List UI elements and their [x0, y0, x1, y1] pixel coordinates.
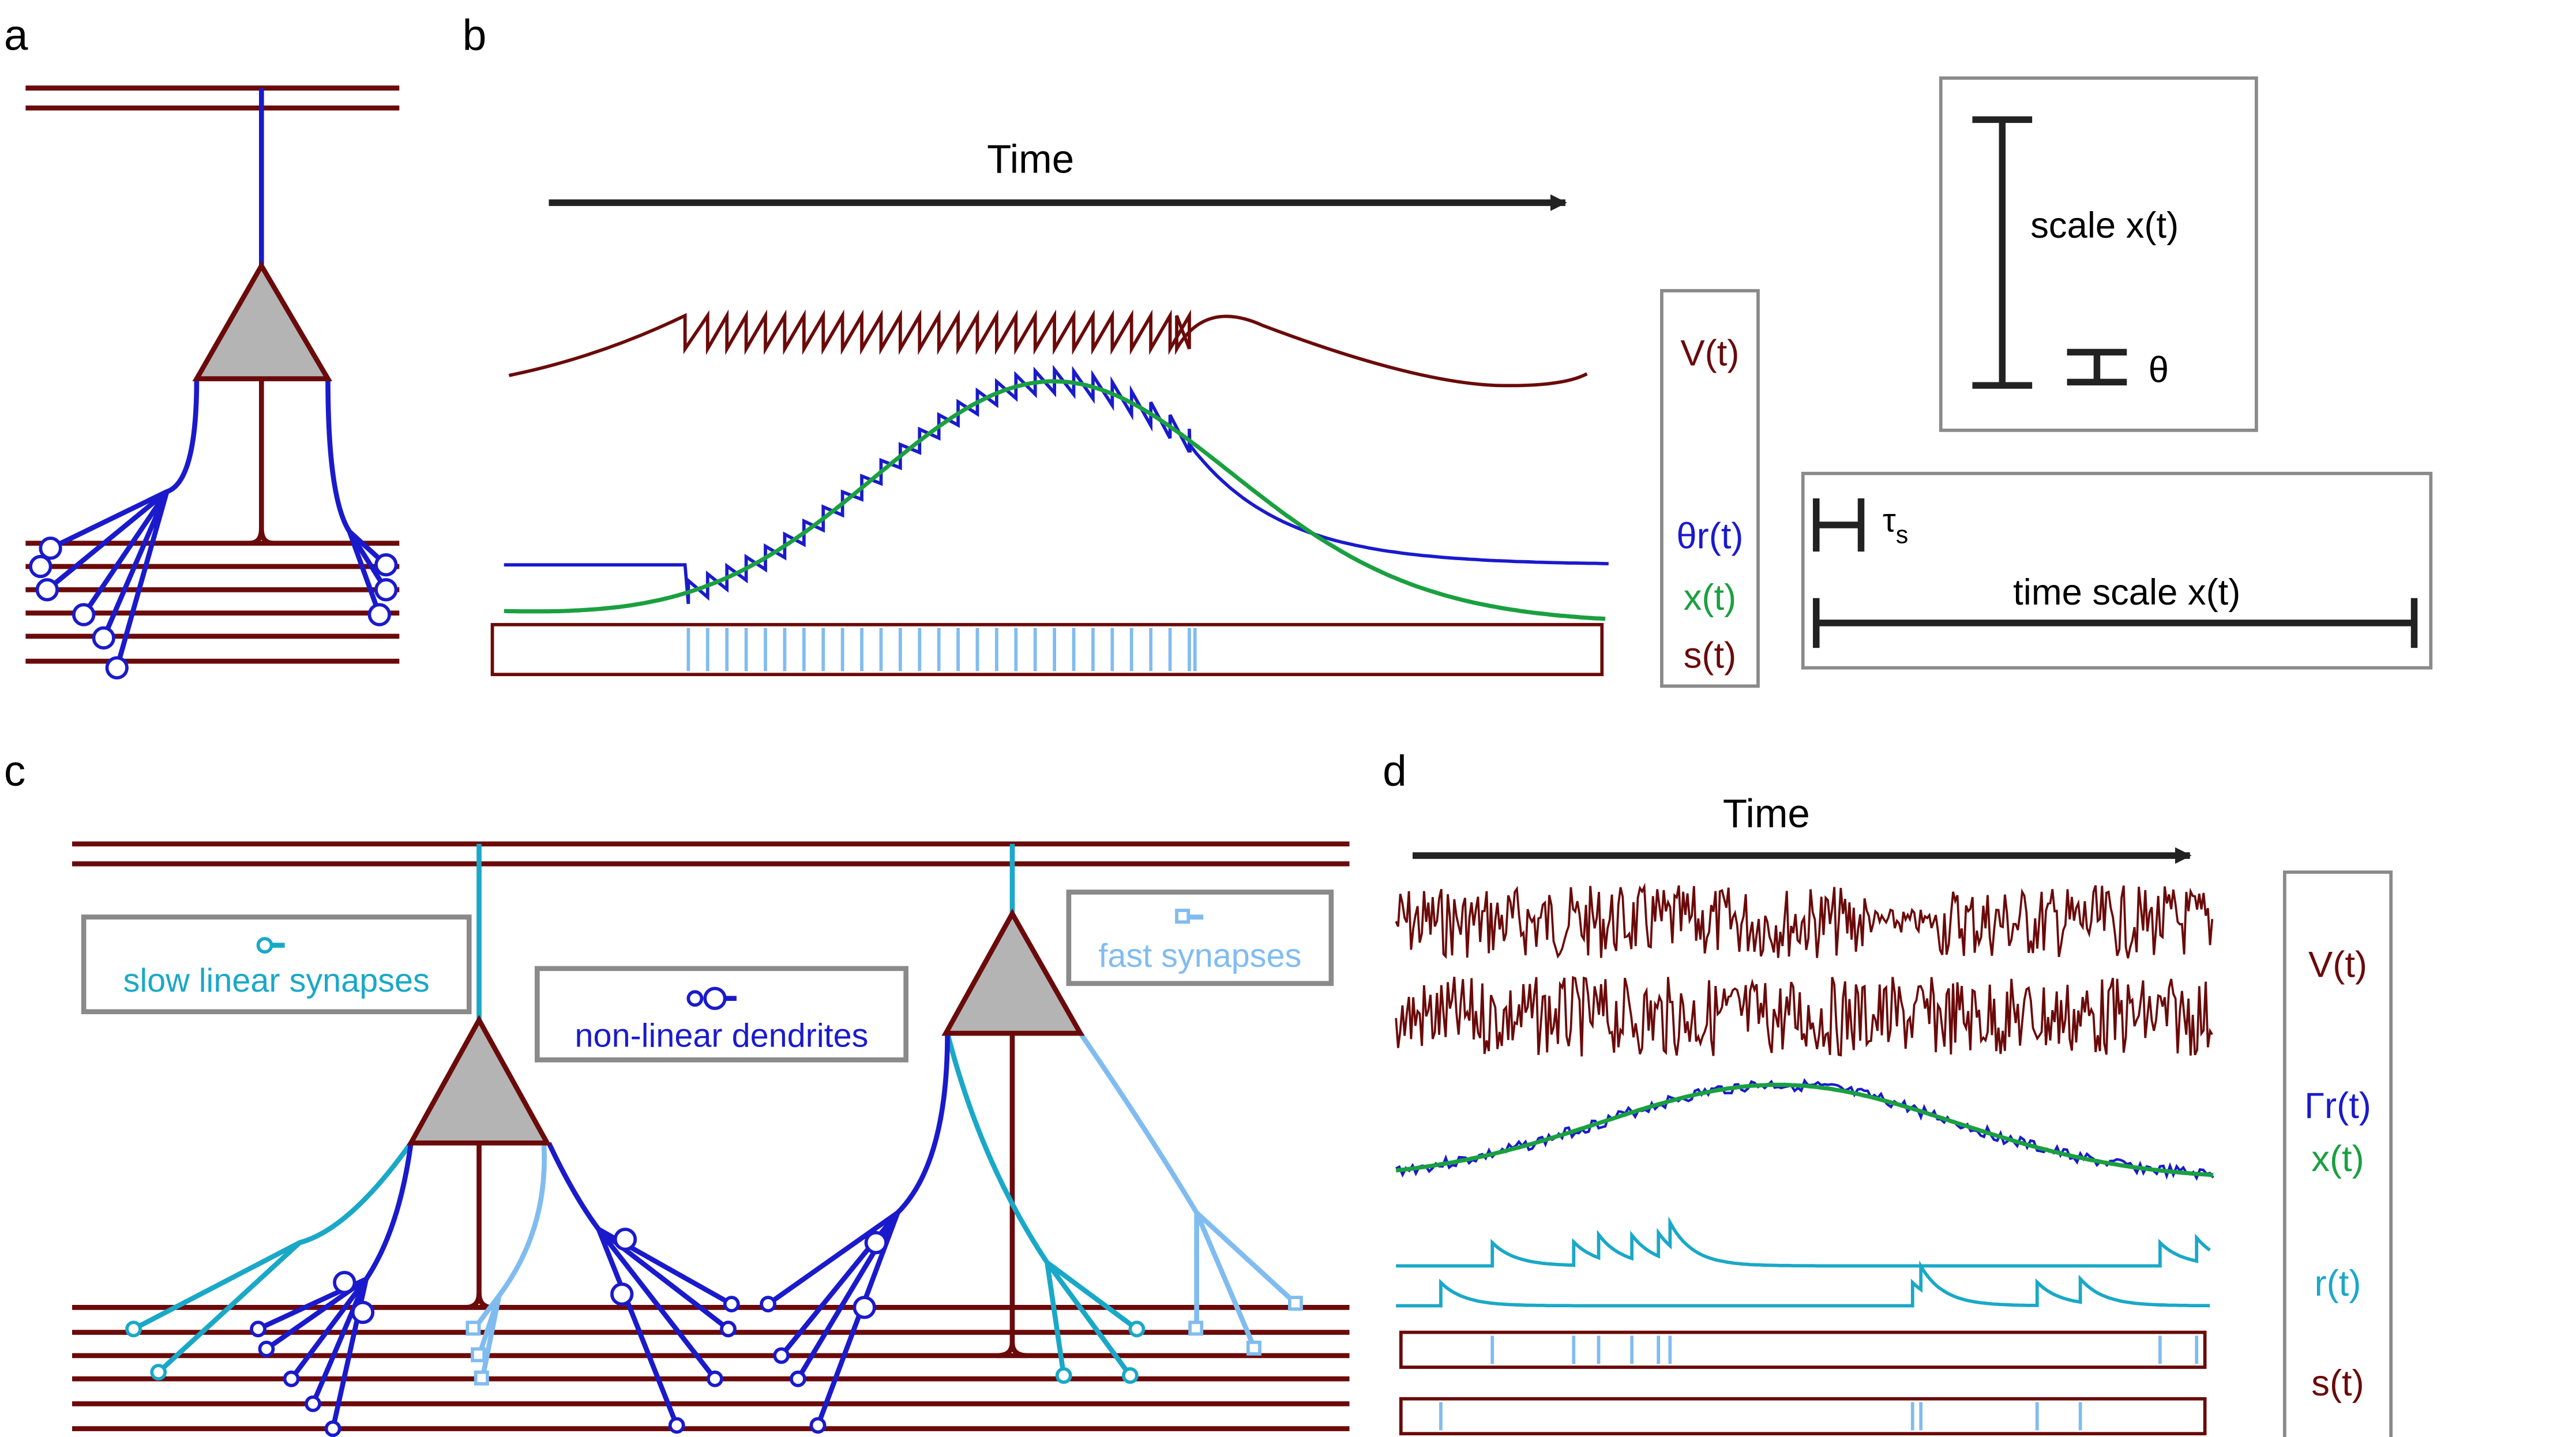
- legend-x-b: x(t): [1684, 577, 1736, 618]
- panel-a-label: a: [4, 10, 28, 59]
- tau-subscript: s: [1896, 521, 1909, 549]
- fast-dendrites-c: [472, 1031, 1298, 1380]
- panel-a: a: [4, 10, 400, 680]
- panel-c-label: c: [4, 746, 25, 795]
- fast-synapses-box: [1066, 890, 1334, 986]
- soma-c2: [941, 909, 1085, 1036]
- panel-c: c: [4, 746, 1350, 1437]
- scale-bar-x: [1972, 116, 2033, 389]
- scale-box: [1939, 76, 2258, 432]
- legend-v-d: V(t): [2308, 944, 2367, 985]
- spike-ticks-d: [1439, 1335, 2199, 1431]
- x-trace-d: [1395, 1082, 2214, 1177]
- fast-synapse-icon: [1175, 909, 1204, 924]
- legend-v-b: V(t): [1680, 333, 1739, 374]
- voltage-trace-b: [508, 309, 1588, 388]
- tau-label: τs: [1883, 502, 1908, 549]
- panel-b: b Time V(t) θr(t) x(t) s(t) scale x(t) θ: [463, 10, 2433, 688]
- fast-synapses-label: fast synapses: [1098, 937, 1301, 974]
- time-scale-box: [1801, 471, 2433, 670]
- legend-box-b: [1660, 289, 1760, 688]
- rate-trace-d2: [1396, 1260, 2210, 1308]
- legend-gamma-r: Γr(t): [2304, 1086, 2371, 1126]
- panel-d: d Time V(t) Γr(t) x(t) r(t) s(t): [1383, 746, 2393, 1437]
- rate-trace-d1: [1396, 1216, 2211, 1268]
- time-label-d: Time: [1723, 791, 1810, 836]
- slow-synapse-icon: [256, 937, 285, 954]
- voltage-trace-d2: [1395, 975, 2213, 1057]
- scale-x-label: scale x(t): [2030, 205, 2179, 246]
- time-scale-bar: [1813, 598, 2418, 648]
- soma-c1: [407, 1015, 551, 1146]
- soma-a: [192, 261, 333, 381]
- nonlinear-dendrites-box: [535, 966, 908, 1063]
- voltage-trace-d1: [1395, 883, 2214, 959]
- slow-dendrites-c: [132, 1033, 1139, 1378]
- theta-label: θ: [2149, 350, 2169, 390]
- nonlinear-dendrite-icon: [686, 986, 737, 1010]
- nonlinear-synapses-c: [250, 1228, 888, 1437]
- axon-lines-top-c: [72, 841, 1350, 866]
- x-trace-b: [504, 379, 1606, 621]
- nonlinear-dendrites-label: non-linear dendrites: [575, 1017, 869, 1054]
- legend-s-d: s(t): [2311, 1363, 2364, 1404]
- dendrites-a: [46, 378, 388, 669]
- legend-theta-r: θr(t): [1676, 516, 1743, 556]
- synapse-circles-a: [29, 536, 398, 680]
- panel-d-label: d: [1383, 746, 1407, 795]
- slow-synapses-c: [125, 1320, 1146, 1384]
- time-label-b: Time: [987, 136, 1074, 181]
- axon-lines-top: [25, 85, 400, 111]
- basal-stem: [249, 378, 273, 546]
- theta-r-trace: [504, 365, 1609, 605]
- slow-synapses-label: slow linear synapses: [123, 962, 430, 999]
- legend-x-d: x(t): [2311, 1139, 2364, 1179]
- spike-ticks-b: [686, 628, 1197, 671]
- slow-synapses-box: [81, 914, 472, 1015]
- legend-box-d: [2282, 870, 2393, 1437]
- spike-raster-d2: [1399, 1397, 2207, 1436]
- stem-c1: [465, 1143, 493, 1310]
- legend-r-d: r(t): [2315, 1263, 2361, 1304]
- fast-synapses-c: [465, 1296, 1303, 1386]
- gamma-r-trace: [1395, 1078, 2214, 1181]
- spike-raster-d1: [1399, 1330, 2207, 1369]
- time-scale-label: time scale x(t): [2013, 572, 2240, 613]
- legend-s-b: s(t): [1684, 636, 1736, 676]
- stem-c2: [997, 1033, 1028, 1359]
- panel-b-label: b: [463, 10, 487, 59]
- nonlinear-dendrites-c: [257, 1033, 950, 1430]
- tau-symbol: τ: [1883, 502, 1896, 539]
- spike-raster-b: [490, 622, 1604, 677]
- theta-bar: [2067, 348, 2127, 386]
- tau-bar: [1813, 498, 1865, 552]
